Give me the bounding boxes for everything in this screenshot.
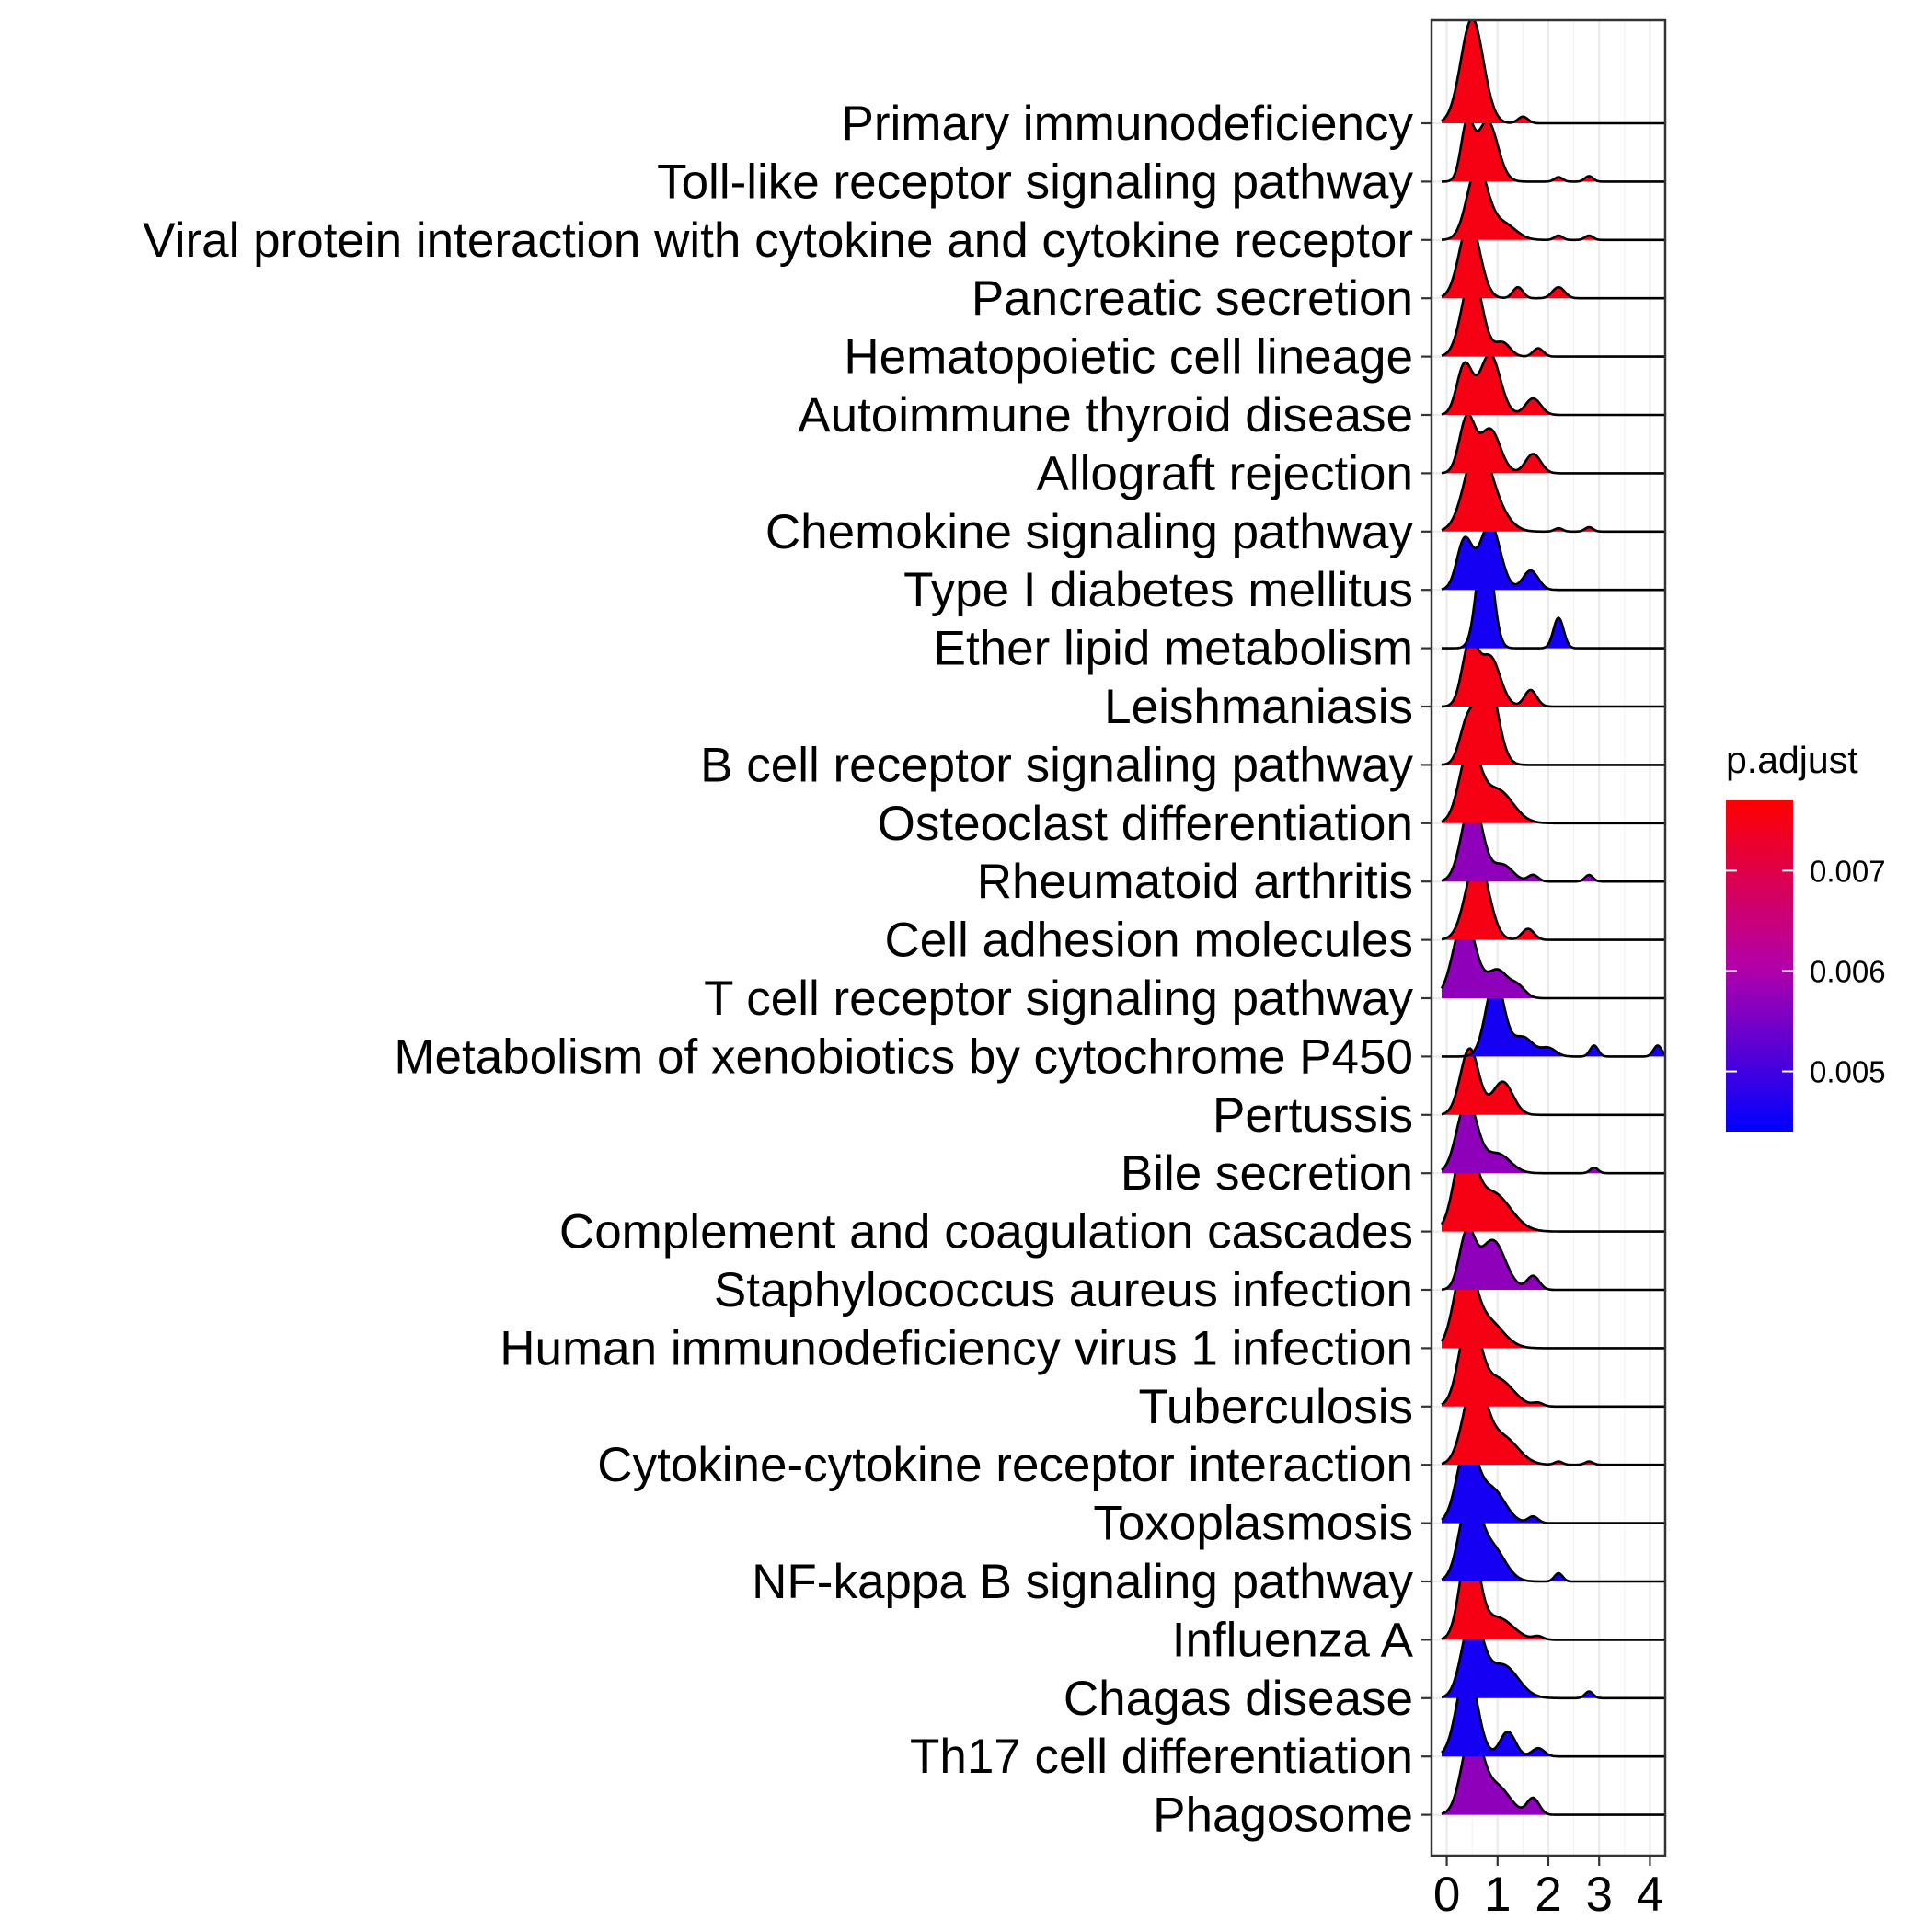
ridge-outline — [1441, 412, 1665, 475]
ridge-fill — [1442, 1227, 1665, 1290]
ridge-fill — [1442, 414, 1665, 474]
legend-tick-label: 0.007 — [1810, 854, 1886, 888]
y-label: Autoimmune thyroid disease — [798, 388, 1413, 443]
y-label: Bile secretion — [1121, 1146, 1413, 1201]
y-label: Cytokine-cytokine receptor interaction — [597, 1438, 1413, 1492]
y-label: Hematopoietic cell lineage — [844, 330, 1413, 385]
x-tick-label: 4 — [1637, 1868, 1663, 1922]
y-label: Staphylococcus aureus infection — [714, 1263, 1413, 1317]
y-label: Complement and coagulation cascades — [559, 1205, 1413, 1259]
ridge-outline — [1442, 977, 1665, 1058]
y-label: B cell receptor signaling pathway — [700, 738, 1413, 792]
ridge-fill — [1442, 1048, 1665, 1115]
ridge-fill — [1442, 1728, 1665, 1815]
x-tick-label: 1 — [1484, 1868, 1511, 1922]
ridges — [1440, 20, 1665, 1816]
y-label: T cell receptor signaling pathway — [704, 972, 1413, 1026]
ridge-fill — [1442, 857, 1665, 940]
ridge-outline — [1441, 1439, 1665, 1524]
y-label: Chemokine signaling pathway — [765, 505, 1414, 559]
ridge-fill — [1442, 117, 1665, 182]
ridge-outline — [1441, 1047, 1665, 1117]
x-tick-label: 2 — [1535, 1868, 1561, 1922]
y-label: Leishmaniasis — [1104, 680, 1413, 734]
ridge-fill — [1442, 166, 1665, 240]
ridge-fill — [1442, 799, 1665, 882]
ridge-fill — [1442, 273, 1665, 357]
y-label: NF-kappa B signaling pathway — [752, 1555, 1413, 1609]
ridge-outline — [1441, 20, 1665, 125]
legend-tick-label: 0.005 — [1810, 1055, 1886, 1089]
ridge-fill — [1442, 1441, 1665, 1524]
ridge-fill — [1442, 1613, 1665, 1698]
ridge-outline — [1442, 115, 1665, 183]
ridge-fill — [1442, 1376, 1665, 1466]
y-label: Influenza A — [1172, 1613, 1414, 1667]
ridge-fill — [1442, 20, 1665, 123]
y-label: Allograft rejection — [1037, 446, 1413, 500]
ridge-outline — [1441, 1666, 1665, 1758]
ridge-fill — [1442, 744, 1665, 823]
ridge-fill — [1442, 221, 1665, 299]
ridge-fill — [1442, 1136, 1665, 1232]
ridge-fill — [1442, 979, 1665, 1057]
x-tick-label: 0 — [1433, 1868, 1460, 1922]
y-label: Toxoplasmosis — [1093, 1497, 1413, 1551]
legend-tick-label: 0.006 — [1810, 954, 1886, 988]
ridge-outline — [1441, 743, 1665, 825]
ridge-fill — [1442, 638, 1665, 707]
ridge-fill — [1442, 1313, 1665, 1407]
y-label: Metabolism of xenobiotics by cytochrome … — [394, 1029, 1413, 1084]
y-label: Rheumatoid arthritis — [977, 855, 1413, 909]
ridge-outline — [1441, 522, 1665, 592]
ridge-outline — [1441, 1225, 1665, 1292]
ridge-fill — [1442, 917, 1665, 998]
y-label: Type I diabetes mellitus — [903, 563, 1413, 617]
ridge-outline — [1441, 352, 1665, 417]
ridge-fill — [1442, 1535, 1665, 1640]
ridge-fill — [1442, 1100, 1665, 1174]
y-label: Ether lipid metabolism — [934, 622, 1413, 676]
y-label: Osteoclast differentiation — [878, 797, 1413, 851]
y-label: Toll-like receptor signaling pathway — [657, 155, 1413, 209]
y-label: Pertussis — [1213, 1088, 1413, 1143]
y-label: Viral protein interaction with cytokine … — [143, 213, 1413, 268]
y-label: Th17 cell differentiation — [910, 1730, 1413, 1784]
ridge-fill — [1442, 443, 1665, 532]
ridge-outline — [1441, 220, 1665, 300]
y-label: Cell adhesion molecules — [885, 914, 1414, 968]
ridge-outline — [1442, 637, 1665, 708]
y-label: Primary immunodeficiency — [842, 97, 1414, 151]
ridge-outline — [1440, 1135, 1665, 1233]
y-label: Pancreatic secretion — [972, 271, 1413, 326]
ridge-fill — [1442, 675, 1665, 765]
y-label: Chagas disease — [1064, 1672, 1413, 1726]
y-label: Phagosome — [1153, 1788, 1413, 1843]
legend: p.adjust 0.005 0.006 0.007 — [1726, 739, 1886, 1132]
legend-title: p.adjust — [1726, 739, 1858, 781]
x-tick-label: 3 — [1585, 1868, 1612, 1922]
legend-colorbar — [1726, 800, 1793, 1132]
ridge-outline — [1440, 1254, 1665, 1350]
y-label: Human immunodeficiency virus 1 infection — [500, 1321, 1413, 1375]
ridge-outline — [1441, 1098, 1665, 1175]
y-label: Tuberculosis — [1139, 1380, 1414, 1434]
ridge-outline — [1440, 916, 1665, 1000]
ridge-fill — [1442, 1491, 1665, 1581]
legend-ticks: 0.005 0.006 0.007 — [1726, 854, 1886, 1089]
